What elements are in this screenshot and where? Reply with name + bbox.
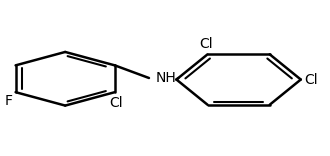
- Text: Cl: Cl: [304, 73, 318, 87]
- Text: F: F: [4, 94, 12, 108]
- Text: NH: NH: [156, 71, 176, 85]
- Text: Cl: Cl: [110, 96, 123, 110]
- Text: Cl: Cl: [199, 37, 213, 51]
